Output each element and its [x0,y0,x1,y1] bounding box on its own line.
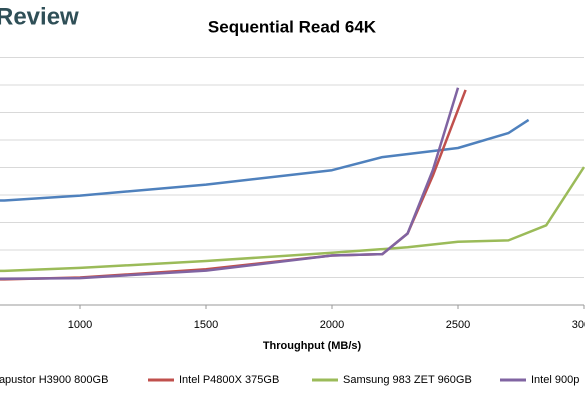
legend-label: Intel 900p [531,374,579,386]
series-line [0,166,585,273]
x-tick-label: 1500 [194,319,218,331]
x-tick-label: 2000 [320,319,344,331]
x-tick-label: 3000 [572,319,585,331]
x-tick-label: 1000 [68,319,92,331]
legend-label: Samsung 983 ZET 960GB [343,374,472,386]
legend-label: Intel P4800X 375GB [179,374,279,386]
series-line [0,89,467,281]
series-line [0,87,460,281]
x-axis-title: Throughput (MB/s) [263,340,362,352]
series-line [0,118,530,202]
legend-label: Dapustor H3900 800GB [0,374,108,386]
chart-title: Sequential Read 64K [208,17,377,36]
x-tick-label: 2500 [446,319,470,331]
brand-logo: Review [0,3,79,30]
